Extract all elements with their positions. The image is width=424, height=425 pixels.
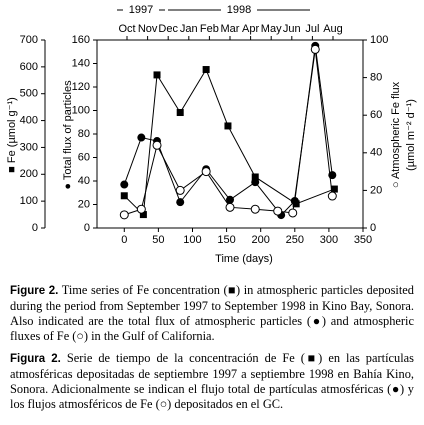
y-tick-label: 160 xyxy=(72,34,90,46)
marker xyxy=(176,109,184,117)
x-tick-label: 100 xyxy=(183,234,201,246)
marker xyxy=(226,195,234,204)
marker xyxy=(251,173,259,181)
marker xyxy=(202,66,210,74)
month-label: Jan xyxy=(180,23,198,35)
marker xyxy=(224,122,232,130)
y-tick-label: 20 xyxy=(78,198,90,210)
month-label: Jun xyxy=(283,23,301,35)
marker xyxy=(153,71,161,79)
marker xyxy=(136,204,146,214)
y-tick-label: 700 xyxy=(20,34,38,46)
marker xyxy=(139,211,147,219)
y-tick-label: 100 xyxy=(72,104,90,116)
marker xyxy=(120,192,128,200)
y-tick-label: 60 xyxy=(370,109,382,121)
x-tick-label: 250 xyxy=(286,234,304,246)
y3-axis-title: (µmol m⁻² d⁻¹) xyxy=(405,99,417,171)
marker xyxy=(176,198,185,207)
y-tick-label: 100 xyxy=(20,195,38,207)
y3-axis-title: ○ Atmospheric Fe flux xyxy=(390,81,402,188)
month-label: May xyxy=(261,23,282,35)
y-tick-label: 200 xyxy=(20,168,38,180)
caption-es: Figura 2. Serie de tiempo de la concentr… xyxy=(10,351,414,412)
year-label: 1997 xyxy=(129,4,153,16)
marker xyxy=(327,191,337,201)
y2-axis-title: ● Total flux of particles xyxy=(62,80,74,190)
caption-text: Time series of Fe concentration (■) in a… xyxy=(10,283,414,343)
marker xyxy=(273,206,283,216)
marker xyxy=(137,133,146,142)
y-tick-label: 120 xyxy=(72,81,90,93)
x-tick-label: 200 xyxy=(252,234,270,246)
y-tick-label: 400 xyxy=(20,114,38,126)
marker xyxy=(225,202,235,212)
y-tick-label: 80 xyxy=(78,128,90,140)
marker xyxy=(175,185,185,195)
marker xyxy=(120,180,129,189)
month-label: Apr xyxy=(242,23,259,35)
y-tick-label: 300 xyxy=(20,141,38,153)
x-tick-label: 150 xyxy=(217,234,235,246)
marker xyxy=(201,167,211,177)
y-tick-label: 60 xyxy=(78,151,90,163)
y-tick-label: 140 xyxy=(72,57,90,69)
caption-label: Figura 2. xyxy=(10,353,61,365)
y-tick-label: 40 xyxy=(370,147,382,159)
marker xyxy=(152,140,162,150)
y-tick-label: 500 xyxy=(20,88,38,100)
marker xyxy=(119,210,129,220)
marker xyxy=(288,208,298,218)
y-tick-label: 100 xyxy=(370,34,388,46)
y-axis-title: ■ Fe (µmol g⁻¹) xyxy=(6,97,18,173)
marker xyxy=(330,185,338,193)
y-tick-label: 40 xyxy=(78,175,90,187)
caption-en: Figure 2. Time series of Fe concentratio… xyxy=(10,283,414,344)
series-line xyxy=(123,45,333,216)
marker xyxy=(251,178,260,187)
x-tick-label: 300 xyxy=(320,234,338,246)
month-label: Mar xyxy=(221,23,240,35)
month-label: Aug xyxy=(323,23,343,35)
x-tick-label: 50 xyxy=(152,234,164,246)
chart: Time (days) ■ Fe (µmol g⁻¹) ● Total flux… xyxy=(6,4,417,265)
y-tick-label: 80 xyxy=(370,72,382,84)
x-tick-label: 0 xyxy=(121,234,127,246)
caption-label: Figure 2. xyxy=(10,285,59,297)
month-label: Dec xyxy=(158,23,178,35)
marker xyxy=(250,204,260,214)
y-tick-label: 0 xyxy=(32,222,38,234)
y-tick-label: 0 xyxy=(84,222,90,234)
caption-text: Serie de tiempo de la concentración de F… xyxy=(10,351,414,411)
month-label: Oct xyxy=(118,23,135,35)
y-tick-label: 20 xyxy=(370,184,382,196)
x-axis-title: Time (days) xyxy=(215,253,273,265)
year-label: 1998 xyxy=(227,4,251,16)
y-tick-label: 0 xyxy=(370,222,376,234)
month-label: Feb xyxy=(200,23,219,35)
y-tick-label: 600 xyxy=(20,61,38,73)
marker xyxy=(310,44,320,54)
month-label: Jul xyxy=(305,23,319,35)
x-tick-label: 350 xyxy=(354,234,372,246)
month-label: Nov xyxy=(138,23,158,35)
